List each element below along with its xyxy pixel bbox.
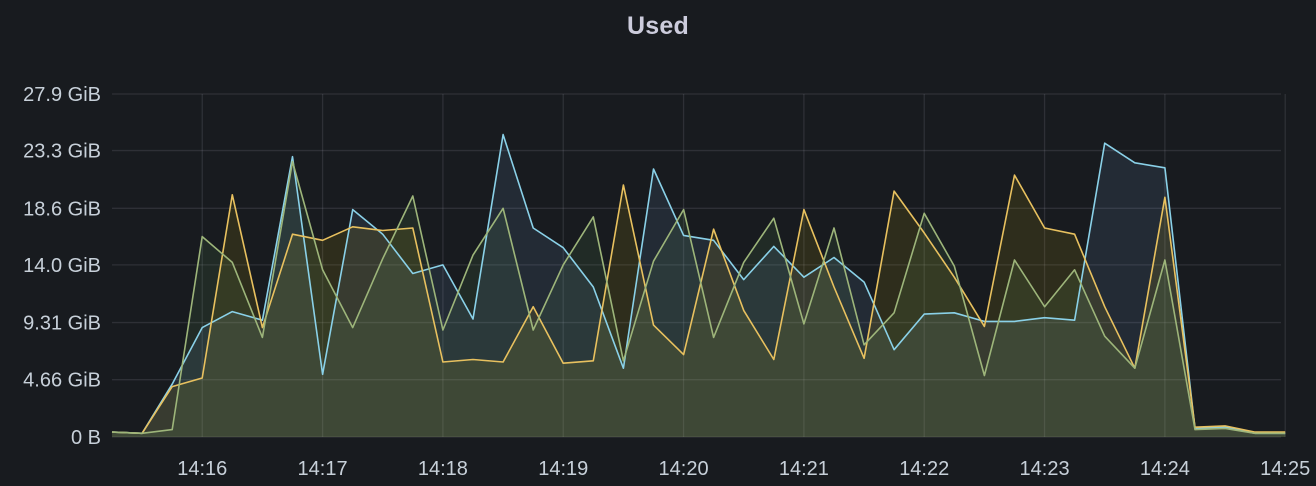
x-tick-label: 14:17 (298, 458, 348, 480)
series-areas (112, 134, 1286, 437)
series-2-line (111, 174, 1286, 435)
panel-title: Used (627, 12, 689, 40)
y-tick-label: 0 B (71, 427, 101, 449)
y-tick-label: 23.3 GiB (23, 141, 101, 163)
x-tick-label: 14:16 (177, 458, 227, 480)
y-tick-label: 14.0 GiB (23, 255, 101, 277)
series-lines (111, 133, 1286, 435)
x-tick-label: 14:22 (899, 458, 949, 480)
grid (112, 93, 1286, 438)
axis-labels: 0 B 4.66 GiB 9.31 GiB 14.0 GiB 18.6 GiB 23.3 … (23, 84, 1310, 480)
y-tick-label: 27.9 GiB (23, 84, 101, 106)
y-tick-label: 4.66 GiB (23, 370, 101, 392)
x-tick-label: 14:23 (1020, 458, 1070, 480)
x-tick-label: 14:25 (1260, 458, 1310, 480)
y-tick-label: 9.31 GiB (23, 313, 101, 335)
x-tick-label: 14:19 (538, 458, 588, 480)
series-1-line (111, 133, 1286, 435)
x-tick-label: 14:24 (1140, 458, 1190, 480)
x-tick-label: 14:21 (779, 458, 829, 480)
series-3-line (111, 160, 1286, 435)
series-3-area (112, 161, 1286, 437)
series-2-area (112, 175, 1286, 437)
x-tick-label: 14:20 (659, 458, 709, 480)
y-tick-label: 18.6 GiB (23, 198, 101, 220)
x-tick-label: 14:18 (418, 458, 468, 480)
series-1-area (112, 134, 1286, 437)
